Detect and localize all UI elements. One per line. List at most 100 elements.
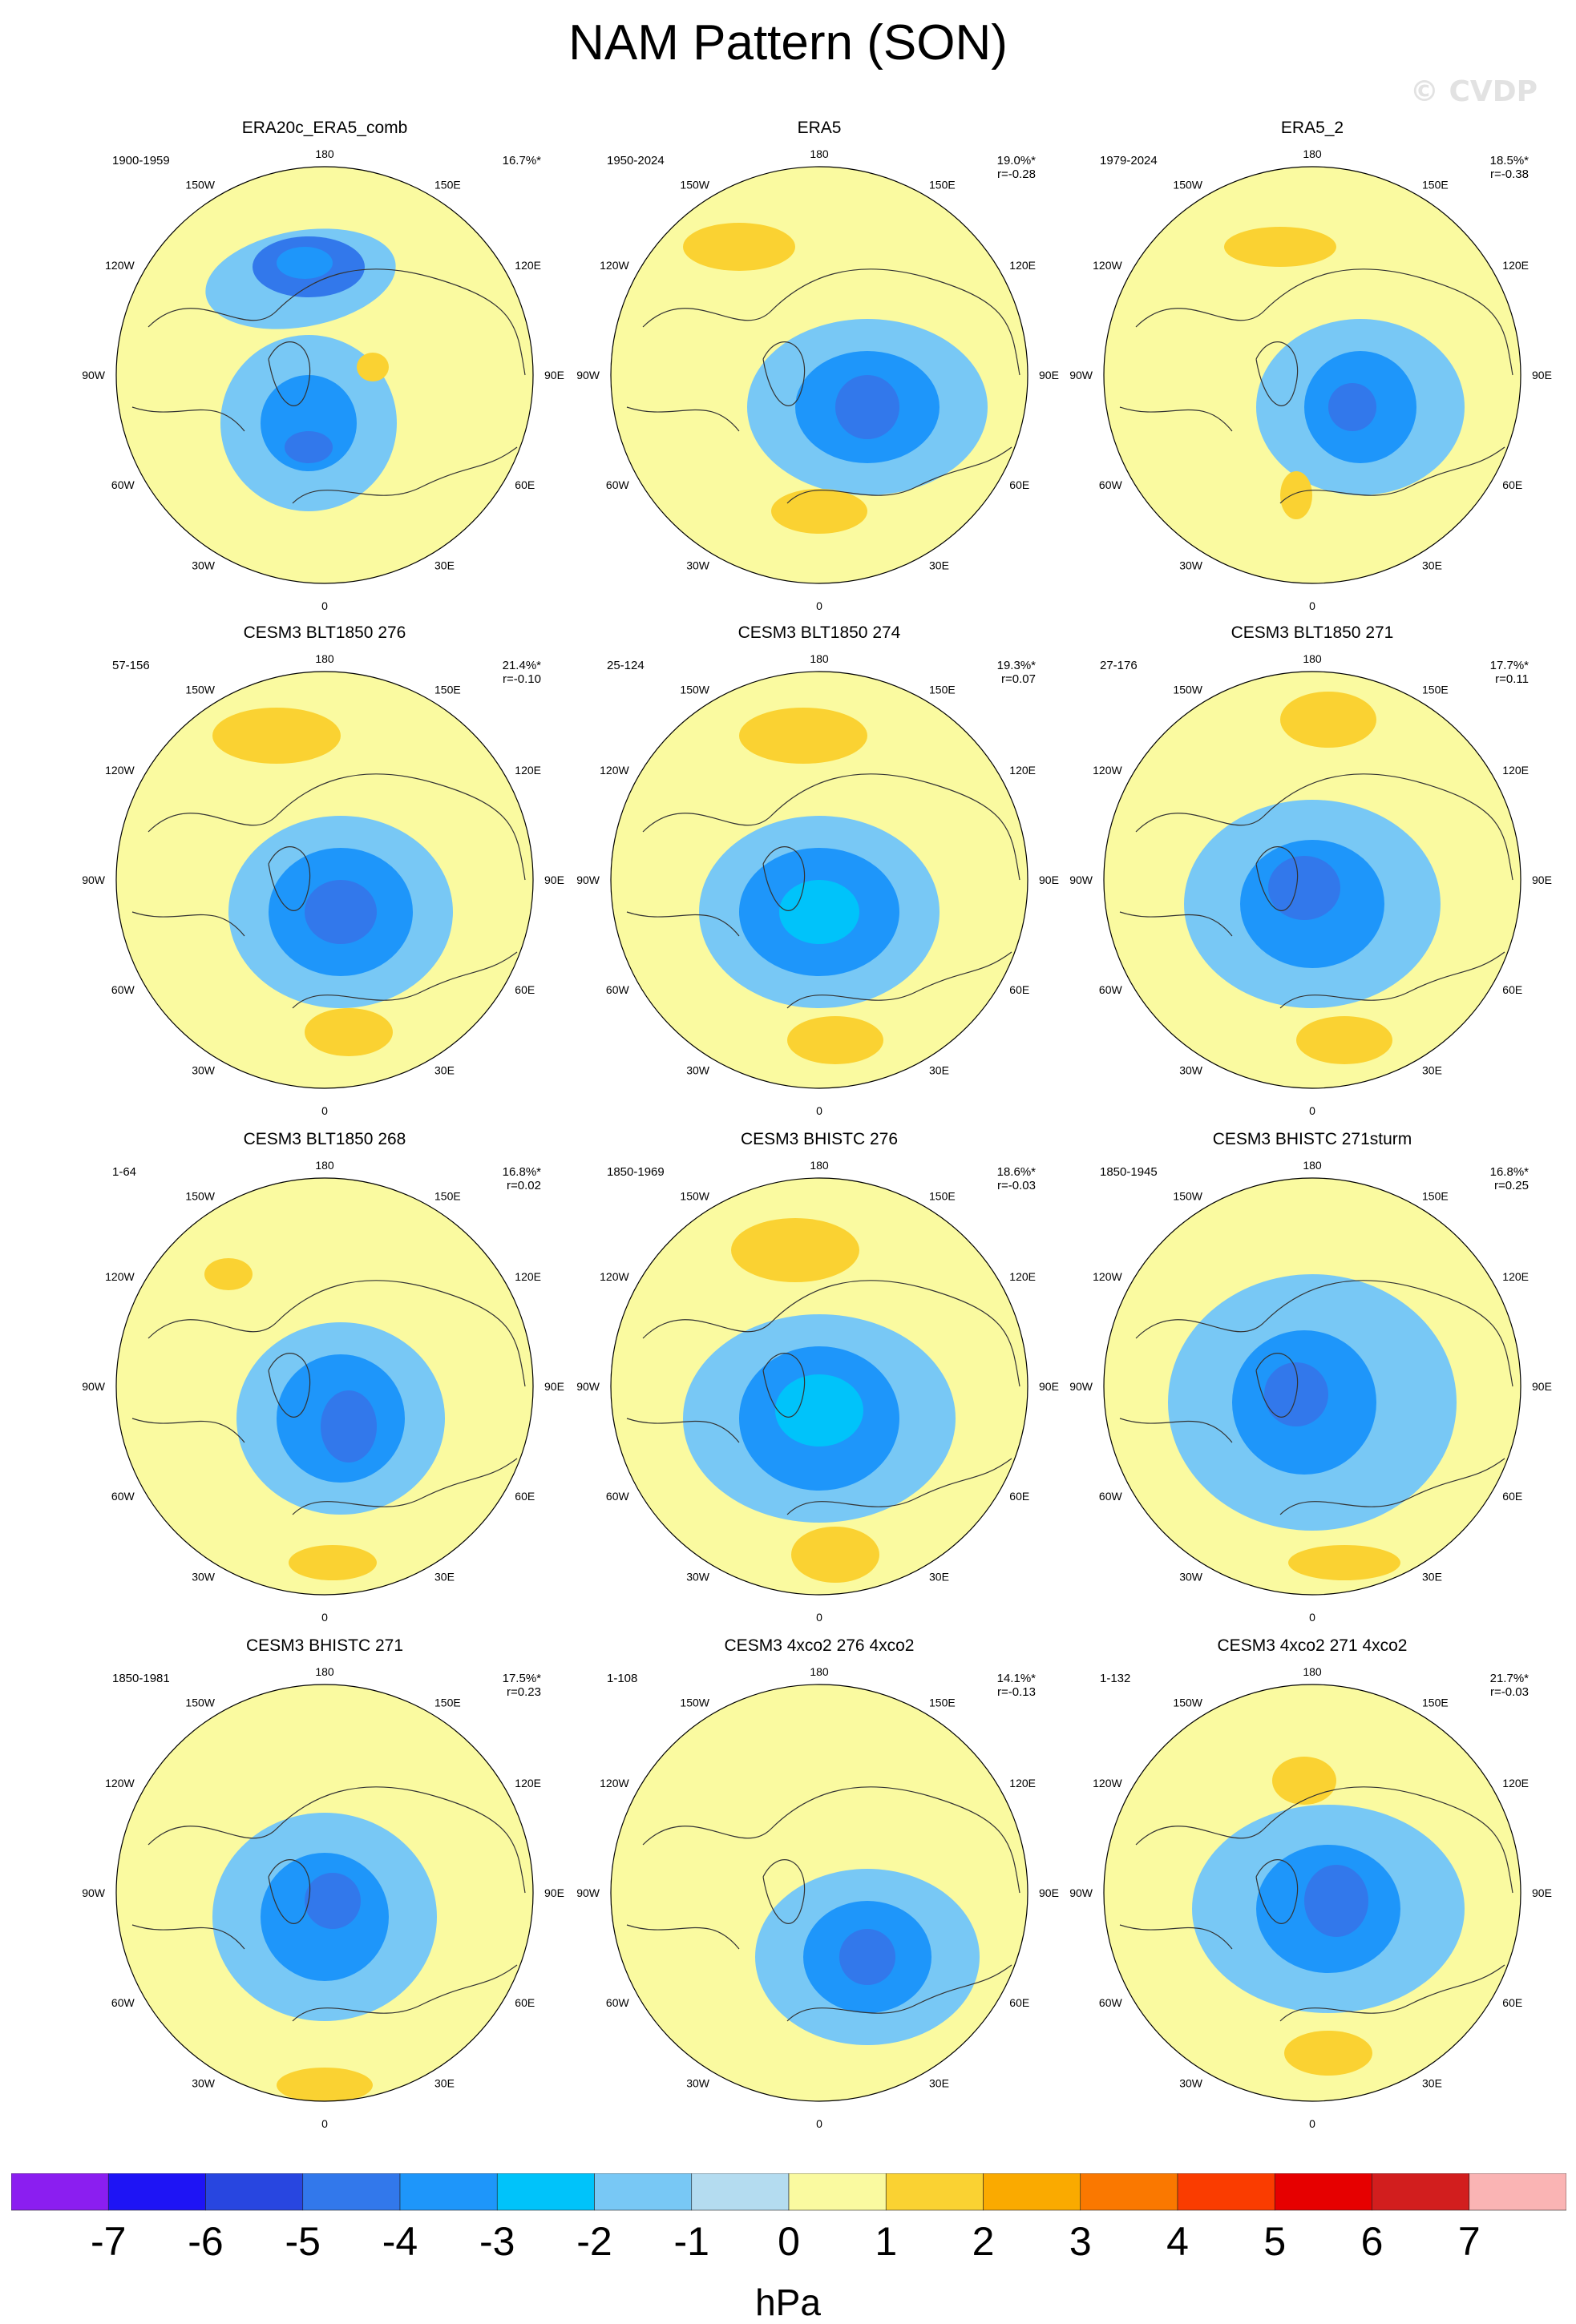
longitude-label: 0 bbox=[816, 2117, 822, 2130]
panel-pattern-corr: r=-0.03 bbox=[997, 1179, 1036, 1192]
anomaly-contour bbox=[305, 1873, 361, 1929]
longitude-label: 90E bbox=[1039, 874, 1059, 886]
longitude-label: 60E bbox=[515, 478, 535, 491]
polar-map: 180 150E 120E 90E 60E 30E 0 30W 60W 90W 120W 150W bbox=[576, 1665, 1059, 2130]
longitude-label: 30E bbox=[434, 2076, 455, 2089]
longitude-label: 60W bbox=[111, 1996, 135, 2009]
panel-pattern-corr: r=-0.10 bbox=[503, 672, 541, 686]
map-panel: CESM3 BLT1850 274 25-124 19.3%* r=0.07 180 15… bbox=[571, 623, 1068, 1120]
colorbar-swatch bbox=[399, 2173, 498, 2211]
longitude-label: 150E bbox=[1422, 684, 1449, 696]
longitude-label: 150E bbox=[434, 684, 461, 696]
panel-variance-pct: 21.4%* bbox=[502, 659, 541, 672]
longitude-label: 150E bbox=[929, 1190, 956, 1203]
colorbar-swatch bbox=[691, 2173, 790, 2211]
longitude-label: 90E bbox=[544, 874, 564, 886]
map-panel: CESM3 BHISTC 276 1850-1969 18.6%* r=-0.03 18… bbox=[571, 1130, 1068, 1627]
longitude-label: 60E bbox=[1009, 478, 1029, 491]
longitude-label: 90W bbox=[576, 874, 600, 886]
panel-period: 57-156 bbox=[112, 659, 150, 672]
longitude-label: 90E bbox=[1532, 874, 1552, 886]
panel-period: 1-132 bbox=[1100, 1672, 1131, 1685]
longitude-label: 180 bbox=[1303, 147, 1322, 160]
longitude-label: 0 bbox=[321, 1611, 328, 1624]
longitude-label: 90W bbox=[576, 1886, 600, 1899]
longitude-label: 30E bbox=[434, 1570, 455, 1583]
longitude-label: 120W bbox=[1093, 764, 1122, 777]
coastline bbox=[131, 773, 526, 1009]
longitude-label: 90W bbox=[1069, 369, 1093, 381]
polar-map: 180 150E 120E 90E 60E 30E 0 30W 60W 90W 120W 150W bbox=[576, 652, 1059, 1117]
longitude-label: 150W bbox=[185, 1190, 215, 1203]
longitude-label: 120W bbox=[1093, 1270, 1122, 1283]
longitude-label: 120E bbox=[515, 1270, 541, 1283]
map-border bbox=[610, 1177, 1028, 1596]
anomaly-contour bbox=[1304, 1865, 1368, 1937]
colorbar-tick-label: -5 bbox=[285, 2219, 321, 2264]
longitude-label: 60E bbox=[515, 1996, 535, 2009]
polar-map: 180 150E 120E 90E 60E 30E 0 30W 60W 90W 120W 150W bbox=[82, 652, 564, 1117]
anomaly-contour bbox=[791, 1527, 879, 1583]
panel-period: 1-108 bbox=[607, 1672, 638, 1685]
anomaly-contour bbox=[731, 1218, 859, 1282]
panel-title: ERA5_2 bbox=[1280, 119, 1344, 137]
polar-map: 180 150E 120E 90E 60E 30E 0 30W 60W 90W 120W 150W bbox=[1069, 1665, 1552, 2130]
longitude-label: 150W bbox=[1173, 1190, 1202, 1203]
longitude-label: 150W bbox=[1173, 179, 1202, 192]
panel-variance-pct: 18.6%* bbox=[996, 1165, 1036, 1179]
longitude-label: 30E bbox=[929, 1063, 949, 1076]
anomaly-contour bbox=[779, 880, 859, 944]
colorbar-tick-label: -4 bbox=[382, 2219, 418, 2264]
map-border bbox=[1103, 1684, 1521, 2102]
panel-title: CESM3 BHISTC 276 bbox=[740, 1130, 899, 1148]
longitude-label: 60E bbox=[515, 1490, 535, 1503]
anomaly-contour bbox=[285, 431, 333, 463]
longitude-label: 30E bbox=[1422, 559, 1442, 571]
longitude-label: 60W bbox=[1099, 478, 1123, 491]
map-border bbox=[115, 671, 534, 1089]
coastline bbox=[1119, 268, 1513, 504]
colorbar-swatch bbox=[983, 2173, 1081, 2211]
longitude-label: 120W bbox=[1093, 259, 1122, 272]
longitude-label: 90W bbox=[576, 369, 600, 381]
longitude-label: 150E bbox=[929, 684, 956, 696]
longitude-label: 120W bbox=[600, 1270, 629, 1283]
anomaly-contour bbox=[835, 375, 899, 439]
panel-pattern-corr: r=-0.13 bbox=[997, 1685, 1036, 1699]
longitude-label: 0 bbox=[321, 2117, 328, 2130]
coastline bbox=[131, 1280, 526, 1515]
longitude-label: 120W bbox=[105, 1777, 135, 1789]
longitude-label: 90E bbox=[544, 1380, 564, 1393]
longitude-label: 60W bbox=[606, 1996, 630, 2009]
panel-pattern-corr: r=0.02 bbox=[507, 1179, 541, 1192]
map-border bbox=[1103, 1177, 1521, 1596]
colorbar-swatch bbox=[107, 2173, 206, 2211]
longitude-label: 30W bbox=[1179, 559, 1203, 571]
panel-pattern-corr: r=0.23 bbox=[507, 1685, 541, 1699]
longitude-label: 120E bbox=[1009, 1777, 1036, 1789]
panel-pattern-corr: r=0.11 bbox=[1495, 672, 1529, 686]
longitude-label: 30E bbox=[929, 2076, 949, 2089]
polar-map: 180 150E 120E 90E 60E 30E 0 30W 60W 90W 120W 150W bbox=[82, 1665, 564, 2130]
anomaly-contour bbox=[277, 2068, 373, 2101]
colorbar-swatch bbox=[1274, 2173, 1372, 2211]
panel-variance-pct: 17.5%* bbox=[502, 1672, 541, 1685]
longitude-label: 120E bbox=[515, 764, 541, 777]
panel-title: CESM3 4xco2 271 4xco2 bbox=[1217, 1636, 1408, 1655]
map-panel: CESM3 BLT1850 268 1-64 16.8%* r=0.02 180 150E… bbox=[76, 1130, 573, 1627]
colorbar-swatch bbox=[885, 2173, 984, 2211]
coastline bbox=[1119, 1280, 1513, 1515]
panel-period: 1979-2024 bbox=[1100, 154, 1158, 167]
longitude-label: 90W bbox=[82, 369, 106, 381]
longitude-label: 120E bbox=[1502, 764, 1529, 777]
longitude-label: 30E bbox=[929, 559, 949, 571]
longitude-label: 60E bbox=[1502, 983, 1522, 996]
panel-variance-pct: 21.7%* bbox=[1489, 1672, 1529, 1685]
coastline bbox=[626, 1786, 1020, 2022]
panel-variance-pct: 19.3%* bbox=[996, 659, 1036, 672]
longitude-label: 150E bbox=[434, 179, 461, 192]
longitude-label: 120W bbox=[600, 259, 629, 272]
anomaly-contour bbox=[1280, 692, 1376, 748]
longitude-label: 180 bbox=[810, 147, 829, 160]
longitude-label: 120W bbox=[105, 259, 135, 272]
